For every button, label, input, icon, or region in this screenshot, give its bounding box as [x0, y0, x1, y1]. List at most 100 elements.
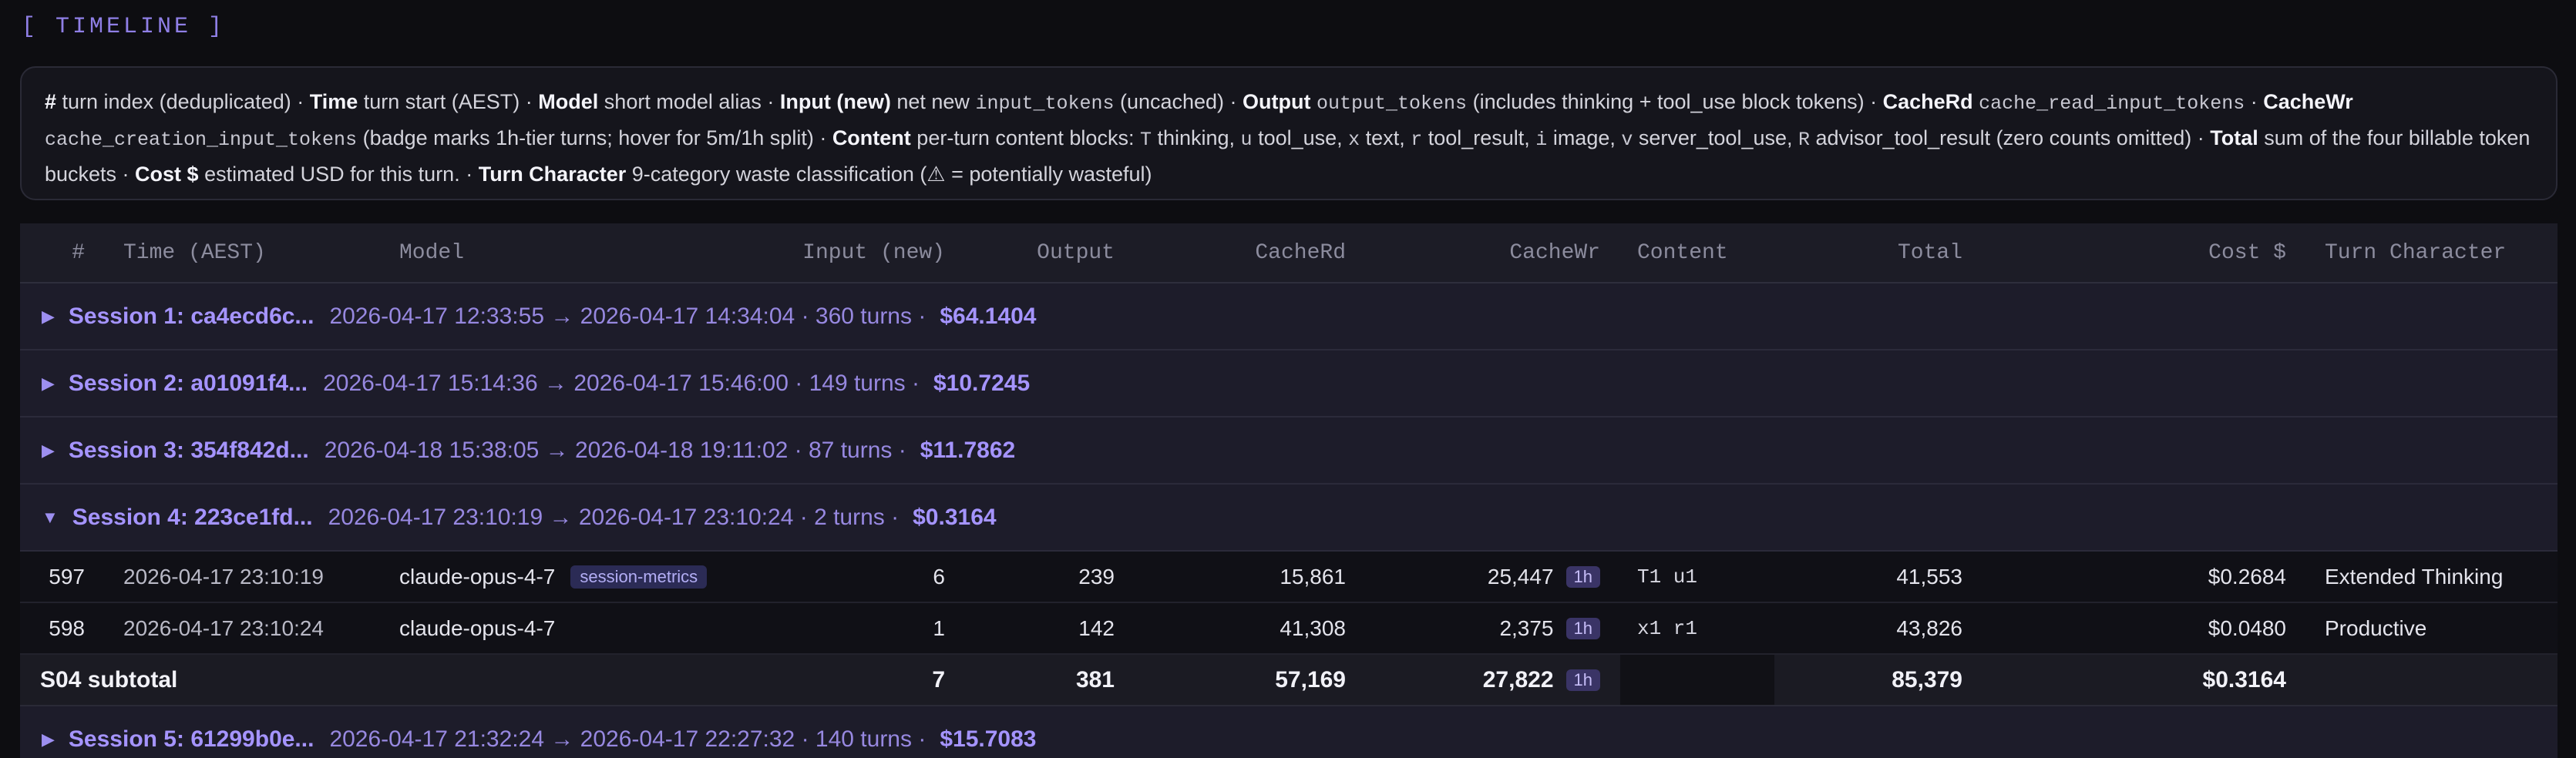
turn-total: 43,826: [1896, 615, 1962, 640]
session-row-5[interactable]: ▶ Session 5: 61299b0e... 2026-04-17 21:3…: [20, 706, 2558, 758]
turn-index: 598: [49, 615, 85, 640]
turn-output: 239: [1078, 564, 1115, 589]
skill-tag-badge: session-metrics: [570, 565, 708, 589]
legend-term: Output: [1243, 90, 1311, 113]
col-header-content[interactable]: Content: [1637, 240, 1728, 265]
expand-arrow-icon: ▶: [42, 729, 55, 749]
session-row-1[interactable]: ▶ Session 1: ca4ecd6c... 2026-04-17 12:3…: [20, 283, 2558, 350]
turn-cacherd: 15,861: [1280, 564, 1346, 589]
collapse-arrow-icon: ▼: [42, 507, 59, 527]
col-header-model[interactable]: Model: [399, 240, 465, 265]
subtotal-label: S04 subtotal: [40, 666, 178, 693]
session-row-3[interactable]: ▶ Session 3: 354f842d... 2026-04-18 15:3…: [20, 418, 2558, 485]
subtotal-cachewr: 27,822 1h: [1346, 655, 1600, 705]
table-header: # Time (AEST) Model Input (new) Output C…: [20, 223, 2558, 283]
cachewr-value: 25,447: [1487, 564, 1554, 589]
col-header-cacherd[interactable]: CacheRd: [1255, 240, 1346, 265]
legend-text: # turn index (deduplicated) · Time turn …: [45, 90, 2531, 186]
legend-code: i: [1535, 129, 1548, 151]
col-header-cost[interactable]: Cost $: [2208, 240, 2286, 265]
legend-code: input_tokens: [975, 92, 1115, 115]
legend-term: Cost $: [135, 163, 199, 186]
session-name: Session 3: 354f842d...: [68, 437, 309, 463]
turn-output: 142: [1078, 615, 1115, 640]
cachewr-value: 27,822: [1482, 666, 1554, 693]
turn-cachewr[interactable]: 2,375 1h: [1346, 603, 1600, 653]
legend-code: v: [1621, 129, 1633, 151]
session-range: 2026-04-17 21:32:24 → 2026-04-17 22:27:3…: [329, 726, 926, 752]
legend-code: R: [1798, 129, 1811, 151]
turn-cost: $0.2684: [2208, 564, 2286, 589]
session-name: Session 2: a01091f4...: [68, 370, 308, 396]
col-header-index[interactable]: #: [72, 240, 85, 265]
turn-time: 2026-04-17 23:10:24: [123, 615, 324, 640]
subtotal-input: 7: [932, 666, 945, 693]
session-row-4[interactable]: ▼ Session 4: 223ce1fd... 2026-04-17 23:1…: [20, 485, 2558, 552]
cache-tier-badge[interactable]: 1h: [1565, 565, 1600, 588]
cachewr-value: 2,375: [1499, 615, 1554, 640]
table-row[interactable]: 597 2026-04-17 23:10:19 claude-opus-4-7 …: [20, 552, 2558, 603]
legend-term: #: [45, 90, 57, 113]
turn-content: x1 r1: [1637, 616, 1698, 640]
expand-arrow-icon: ▶: [42, 440, 55, 460]
session-name: Session 5: 61299b0e...: [68, 726, 314, 752]
legend-term: CacheRd: [1882, 90, 1973, 113]
session-name: Session 4: 223ce1fd...: [72, 504, 313, 530]
model-name: claude-opus-4-7: [399, 615, 556, 640]
col-header-time[interactable]: Time (AEST): [123, 240, 266, 265]
turn-cost: $0.0480: [2208, 615, 2286, 640]
session-range: 2026-04-17 23:10:19 → 2026-04-17 23:10:2…: [328, 504, 900, 530]
col-header-turn-character[interactable]: Turn Character: [2325, 240, 2507, 265]
col-header-output[interactable]: Output: [1037, 240, 1115, 265]
timeline-table: # Time (AEST) Model Input (new) Output C…: [20, 223, 2558, 758]
cache-tier-badge[interactable]: 1h: [1565, 617, 1600, 639]
turn-content: T1 u1: [1637, 565, 1698, 589]
subtotal-content-spacer: [1620, 655, 1774, 705]
turn-cacherd: 41,308: [1280, 615, 1346, 640]
expand-arrow-icon: ▶: [42, 373, 55, 393]
subtotal-output: 381: [1075, 666, 1115, 693]
legend-code: u: [1240, 129, 1253, 151]
session-cost: $64.1404: [940, 303, 1037, 329]
legend-code: cache_read_input_tokens: [1979, 92, 2245, 115]
legend-term: Input (new): [779, 90, 891, 113]
model-name: claude-opus-4-7: [399, 564, 556, 589]
legend-term: Model: [538, 90, 599, 113]
turn-character: Extended Thinking: [2325, 564, 2504, 589]
col-header-total[interactable]: Total: [1897, 240, 1962, 265]
legend-code: cache_creation_input_tokens: [45, 129, 358, 151]
turn-time: 2026-04-17 23:10:19: [123, 564, 324, 589]
subtotal-row: S04 subtotal 7 381 57,169 27,822 1h 85,3…: [20, 655, 2558, 706]
legend-term: Turn Character: [478, 163, 627, 186]
session-row-2[interactable]: ▶ Session 2: a01091f4... 2026-04-17 15:1…: [20, 350, 2558, 418]
cache-tier-badge[interactable]: 1h: [1565, 669, 1600, 691]
turn-input: 6: [933, 564, 945, 589]
table-row[interactable]: 598 2026-04-17 23:10:24 claude-opus-4-7 …: [20, 603, 2558, 655]
session-cost: $0.3164: [913, 504, 997, 530]
session-name: Session 1: ca4ecd6c...: [68, 303, 314, 329]
turn-input: 1: [933, 615, 945, 640]
turn-model: claude-opus-4-7: [399, 603, 555, 653]
turn-index: 597: [49, 564, 85, 589]
legend-term: Content: [832, 126, 911, 149]
legend-term: Total: [2210, 126, 2258, 149]
legend-term: Time: [309, 90, 358, 113]
legend-code: output_tokens: [1317, 92, 1468, 115]
session-range: 2026-04-18 15:38:05 → 2026-04-18 19:11:0…: [324, 437, 906, 463]
expand-arrow-icon: ▶: [42, 306, 55, 326]
legend-code: r: [1411, 129, 1423, 151]
column-legend: # turn index (deduplicated) · Time turn …: [20, 66, 2558, 200]
subtotal-cacherd: 57,169: [1275, 666, 1346, 693]
col-header-input[interactable]: Input (new): [802, 240, 945, 265]
col-header-cachewr[interactable]: CacheWr: [1509, 240, 1600, 265]
turn-character: Productive: [2325, 615, 2427, 640]
session-cost: $11.7862: [920, 437, 1016, 463]
legend-code: T: [1139, 129, 1152, 151]
legend-code: x: [1348, 129, 1360, 151]
subtotal-cost: $0.3164: [2202, 666, 2286, 693]
turn-cachewr[interactable]: 25,447 1h: [1346, 552, 1600, 602]
session-range: 2026-04-17 12:33:55 → 2026-04-17 14:34:0…: [329, 303, 926, 329]
subtotal-total: 85,379: [1892, 666, 1962, 693]
legend-term: CacheWr: [2263, 90, 2353, 113]
section-title: [ TIMELINE ]: [22, 14, 226, 40]
